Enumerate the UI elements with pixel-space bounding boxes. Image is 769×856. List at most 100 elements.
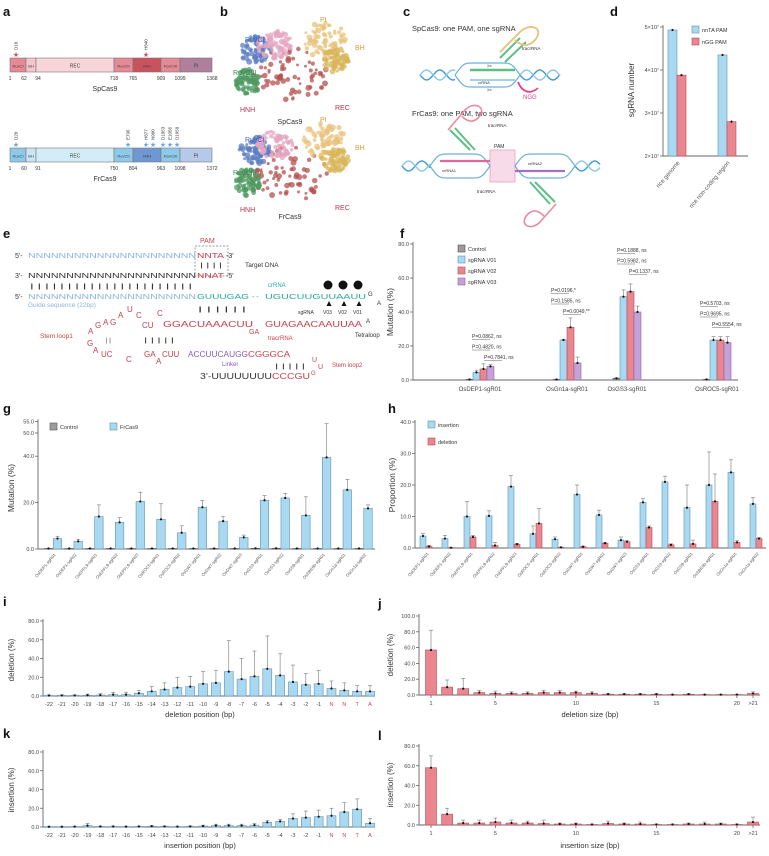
protein-structure-atom (322, 24, 327, 30)
protein-structure-atom (322, 134, 326, 138)
protein-structure-atom (276, 32, 282, 38)
y-tick-label: 60.0 (28, 638, 39, 644)
legend-label: nnTA PAM (702, 28, 728, 34)
x-tick-label: -2 (303, 702, 308, 708)
protein-structure-atom (240, 49, 246, 55)
tetraloop-label: Tetraloop (355, 333, 380, 339)
protein-structure-atom (274, 183, 279, 187)
data-point (721, 53, 724, 57)
bar-f-sgrna-v02 (626, 291, 635, 381)
x-tick-label: N (342, 833, 346, 839)
data-point (510, 821, 513, 825)
protein-structure-atom (305, 91, 311, 97)
protein-structure-atom (266, 130, 271, 135)
sequence-text: UGUCUUGUUAAUU (265, 292, 366, 301)
bar-h-insertion (507, 486, 515, 549)
bar-i-value (236, 678, 247, 697)
x-tick-label: T (355, 833, 359, 839)
bar-h-deletion (469, 536, 477, 549)
protein-structure-atom (249, 51, 255, 57)
sequence-text: A (366, 319, 370, 325)
protein-structure-atom (283, 191, 289, 196)
protein-structure-atom (277, 53, 284, 59)
protein-structure-atom (276, 143, 281, 149)
variant-marker-icon (353, 280, 363, 290)
data-point (726, 341, 729, 344)
data-point (603, 542, 607, 545)
base-pairs: | | | | | | | | | | | | | | | | | | | | … (30, 284, 193, 290)
sequence-text: -5' (226, 273, 234, 280)
bar-h-deletion (645, 527, 653, 549)
protein-structure-atom (321, 56, 328, 62)
protein-structure-atom (276, 173, 283, 179)
star-icon: ★ (150, 141, 156, 149)
protein-structure-atom (334, 136, 340, 142)
protein-structure-atom (297, 190, 301, 194)
data-point (735, 693, 739, 696)
bar-f-sgrna-v03 (573, 362, 582, 381)
mutation-label: E796 (126, 129, 131, 140)
data-point (176, 825, 179, 828)
protein-structure-atom (255, 172, 261, 178)
protein-structure-atom (278, 38, 285, 45)
protein-structure-atom (323, 20, 328, 25)
y-tick-label: 40.0 (404, 661, 415, 667)
protein-structure-atom (323, 33, 328, 38)
base-pairs: | | | | (200, 263, 223, 269)
x-tick-label: 1 (429, 701, 432, 707)
variant-label: V01 (353, 310, 362, 316)
x-tick-label: -6 (252, 833, 257, 839)
data-point (449, 546, 453, 549)
x-tick-label: -4 (278, 702, 283, 708)
data-point (427, 545, 431, 548)
x-tick-label: -22 (45, 702, 53, 708)
protein-structure-atom (268, 170, 273, 175)
dna-bubble (429, 153, 491, 179)
data-point (607, 822, 610, 825)
residue-position: 1098 (174, 166, 185, 172)
sequence-text: NNTA (197, 251, 224, 260)
domain-label: HNH (143, 64, 152, 69)
bar-g-frcas9 (239, 537, 249, 550)
mutation-label: E1056 (168, 126, 173, 140)
data-point (279, 674, 282, 677)
protein-structure-atom (288, 44, 293, 49)
guide-label: Guide sequence (22bp) (28, 302, 96, 309)
tracrrna-label: tracrRNA (488, 123, 507, 128)
protein-structure-atom (261, 52, 267, 57)
data-point (574, 691, 578, 694)
domain-label: RuvCI (245, 37, 265, 44)
x-tick-label: OsROC5-sgR01 (695, 387, 739, 393)
protein-structure-atom (236, 188, 242, 194)
y-axis-label: sgRNA number (627, 63, 636, 118)
sequence-text: GA (249, 329, 259, 336)
x-tick-label: OsEPFL9-sgR03 (494, 551, 519, 579)
protein-structure-atom (262, 56, 268, 62)
protein-structure-atom (280, 166, 284, 170)
protein-structure-atom (248, 71, 254, 77)
protein-structure-atom (274, 165, 279, 171)
data-point (703, 693, 706, 696)
y-tick-label: 55.0 (23, 419, 34, 425)
x-tick-label: -13 (161, 702, 169, 708)
data-point (663, 480, 667, 483)
domain-label: REC (70, 154, 81, 160)
data-point (542, 822, 545, 825)
y-tick-label: 0.0 (31, 694, 39, 700)
x-tick-label: rice genome (656, 160, 682, 190)
tracrrna-label: tracrRNA (268, 336, 293, 342)
legend-swatch (691, 37, 700, 46)
x-tick-label: OsGW7-sgR03 (606, 551, 629, 576)
protein-structure-atom (339, 26, 344, 31)
x-tick-label: OsEPFL9-sgR01 (450, 551, 475, 579)
x-tick-label: 15 (653, 701, 659, 707)
sequence-text: A (156, 357, 162, 366)
protein-structure-atom (337, 158, 343, 164)
protein-structure-atom (244, 56, 250, 62)
data-point (77, 540, 80, 543)
bar-h-insertion (595, 514, 603, 549)
mutation-label: N900 (151, 129, 156, 140)
data-point (86, 824, 89, 827)
x-tick-label: -14 (148, 833, 156, 839)
protein-structure-atom (322, 37, 328, 43)
